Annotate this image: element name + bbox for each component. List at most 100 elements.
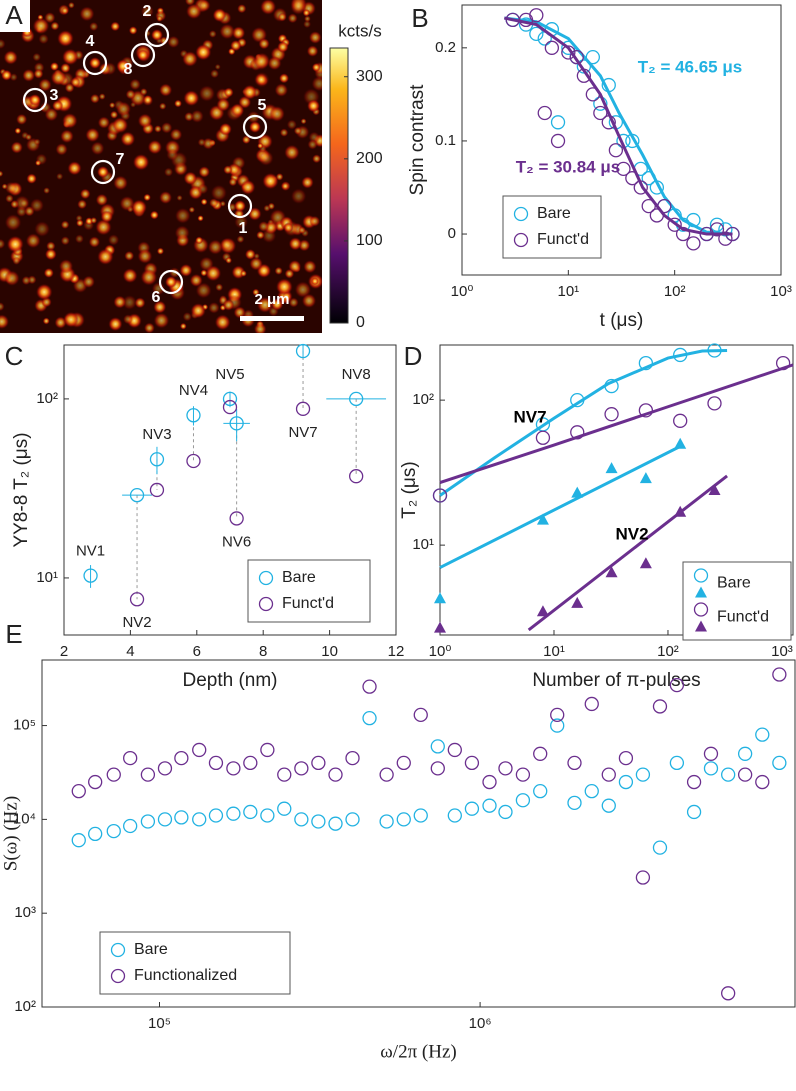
emitter-spot [26, 173, 37, 184]
emitter-spot [298, 226, 306, 235]
data-point [447, 742, 462, 758]
emitter-spot [282, 291, 292, 302]
legend-label: Functionalized [134, 967, 237, 984]
emitter-spot [60, 62, 71, 74]
emitter-spot [38, 78, 52, 92]
data-point [618, 750, 634, 766]
x-tick-label: 10⁰ [429, 643, 452, 660]
emitter-spot [247, 110, 260, 124]
emitter-spot [50, 21, 60, 31]
emitter-spot [49, 62, 59, 72]
emitter-spot [50, 69, 67, 86]
data-point [601, 77, 616, 93]
data-point [482, 774, 497, 790]
emitter-spot [33, 138, 41, 146]
nv-label: 4 [86, 33, 95, 50]
emitter-spot [234, 214, 249, 229]
emitter-spot [100, 210, 114, 223]
nv-marker [242, 114, 268, 140]
emitter-spot [16, 113, 28, 125]
x-tick-label: 10² [664, 283, 686, 300]
data-point [536, 605, 549, 617]
emitter-spot [286, 119, 297, 130]
data-point [229, 416, 244, 431]
data-point [567, 795, 582, 811]
data-point [707, 396, 722, 411]
data-point [192, 812, 207, 827]
emitter-spot [183, 171, 198, 186]
data-point [652, 699, 668, 714]
emitter-spot [219, 23, 236, 40]
nv-label: 8 [124, 61, 133, 78]
point-label: NV4 [179, 382, 208, 399]
fit-line [527, 474, 728, 632]
legend [247, 559, 371, 623]
data-point [755, 727, 770, 742]
emitter-spot [256, 230, 265, 240]
data-point [649, 180, 665, 195]
emitter-spot [301, 176, 314, 189]
data-point [625, 171, 640, 186]
emitter-spot [137, 248, 153, 264]
emitter-spot [159, 191, 173, 205]
x-tick-label: 4 [126, 643, 134, 660]
emitter-spot [169, 128, 183, 141]
data-point [686, 236, 701, 251]
data-point [737, 767, 753, 782]
y-tick-label: 10⁴ [13, 810, 36, 827]
emitter-spot [249, 256, 263, 271]
data-point [669, 755, 685, 771]
point-label: NV6 [222, 533, 251, 550]
emitter-spot [142, 94, 154, 107]
emitter-spot [140, 4, 155, 19]
emitter-spot [89, 21, 99, 32]
data-point [625, 133, 640, 149]
emitter-spot [275, 172, 284, 181]
x-tick-label: 10² [657, 643, 679, 660]
emitter-spot [312, 154, 322, 164]
data-point [498, 804, 513, 820]
emitter-spot [153, 312, 170, 329]
y-tick-label: 10¹ [412, 536, 434, 553]
emitter-spot [210, 69, 220, 79]
data-point [561, 40, 576, 55]
emitter-spot [252, 288, 260, 296]
data-point [432, 488, 448, 503]
legend-marker [695, 586, 707, 598]
emitter-spot [77, 199, 88, 210]
y-tick-label: 10⁵ [13, 717, 36, 734]
data-point [362, 710, 377, 726]
fit-line [439, 445, 681, 569]
data-point [571, 486, 584, 498]
data-point [718, 222, 733, 237]
emitter-spot [12, 256, 21, 266]
emitter-spot [228, 177, 238, 187]
emitter-spot [79, 6, 95, 22]
emitter-spot [113, 295, 127, 309]
emitter-spot [208, 301, 220, 314]
emitter-spot [183, 90, 200, 107]
emitter-spot [167, 35, 180, 49]
legend-label: Bare [134, 941, 168, 958]
point-label: NV7 [288, 424, 317, 441]
panel-label: D [404, 341, 423, 371]
emitter-spot [147, 139, 163, 155]
data-point [674, 505, 687, 517]
emitter-spot [223, 165, 233, 175]
nv-marker [130, 42, 156, 68]
data-point [464, 755, 480, 771]
emitter-spot [29, 198, 44, 213]
legend-marker [258, 596, 274, 612]
emitter-spot [174, 225, 190, 241]
data-point [529, 26, 544, 42]
x-axis-label: Number of π-pulses [532, 670, 700, 691]
y-tick-label: 0.1 [435, 132, 456, 149]
emitter-spot [42, 317, 50, 325]
panel-label: C [5, 341, 24, 371]
emitter-spot [274, 266, 283, 276]
data-point [222, 391, 238, 407]
nv-marker [227, 193, 253, 219]
data-point [157, 812, 173, 827]
data-point [550, 115, 566, 130]
emitter-spot [22, 68, 36, 82]
